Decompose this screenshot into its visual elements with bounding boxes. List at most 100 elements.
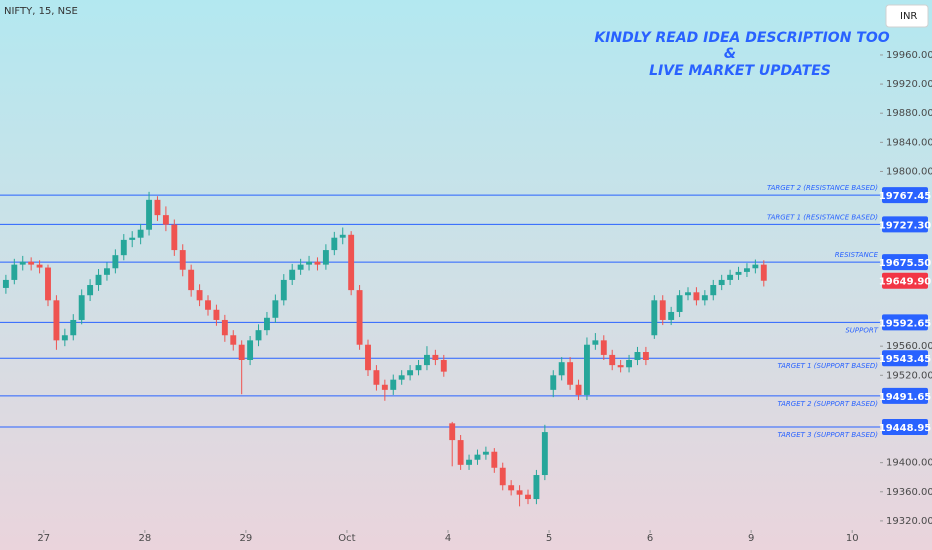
candle-body [381,384,388,390]
level-annotation: TARGET 2 (SUPPORT BASED) [777,400,878,408]
candle-body [676,295,683,312]
candle-body [735,271,742,275]
candle-body [516,490,523,495]
candle-body [162,215,169,225]
candle-body [247,340,254,361]
candle-body [491,451,498,468]
candle-body [550,375,557,390]
candle-body [600,340,607,355]
y-tick-label: 19880.00 [886,108,932,119]
candle-body [19,261,26,265]
level-tag-label: 19592.65 [879,318,932,329]
candle-body [272,300,279,318]
y-tick-label: 19800.00 [886,166,932,177]
candle-body [642,351,649,361]
level-tag-label: 19491.65 [879,392,932,403]
candle-body [339,234,346,238]
candle-body [626,360,632,368]
candle-body [482,451,489,455]
last-price-tag [882,272,928,289]
candle-body [558,362,565,376]
candle-body [744,268,750,272]
candle-body [457,440,464,465]
candle-body [356,290,363,345]
candle-body [365,344,371,371]
candle-body [45,267,51,301]
level-annotation: TARGET 1 (RESISTANCE BASED) [767,213,878,221]
candle-body [221,319,228,336]
y-tick-label: 19960.00 [886,50,932,61]
level-annotation: SUPPORT [845,326,878,334]
level-tag [882,216,928,233]
level-annotation: TARGET 2 (RESISTANCE BASED) [767,184,878,192]
y-tick-label: 19560.00 [886,341,932,352]
candle-body [289,269,296,280]
y-tick-label: 19320.00 [886,516,932,527]
candle-body [710,285,717,296]
level-tag [882,419,928,436]
level-tag-label: 19448.95 [879,423,932,434]
candle-body [466,459,472,465]
candle-body [541,432,548,476]
level-tag [882,350,928,367]
candle-body [104,268,110,275]
level-tag [882,187,928,204]
candle-body [727,274,734,280]
candle-body [760,264,767,281]
candle-body [314,261,321,265]
candle-body [474,454,481,460]
currency-button[interactable] [885,4,929,28]
candle-body [230,335,237,345]
x-tick-label: 5 [546,533,552,544]
candle-body [424,354,430,366]
candle-body [533,475,540,500]
candle-body [693,292,700,301]
candle-body [584,344,590,395]
candle-body [634,351,641,361]
level-tag [882,387,928,404]
candle-body [331,237,338,251]
candle-body [95,274,102,286]
x-tick-label: 10 [846,533,859,544]
candle-body [567,362,574,385]
candle-body [348,234,355,291]
candle-body [188,269,195,291]
candle-body [449,423,456,441]
candle-body [407,370,414,376]
x-tick-label: 27 [37,533,50,544]
candle-body [213,309,220,320]
candle-body [238,344,245,361]
candle-body [171,224,178,251]
candle-body [146,199,152,230]
level-tag [882,314,928,331]
candle-body [306,261,312,265]
y-tick-label: 19360.00 [886,487,932,498]
x-tick-label: 28 [138,533,151,544]
currency-label[interactable]: INR [900,11,917,22]
candle-body [609,354,616,366]
candle-body [264,317,270,331]
candle-body [61,335,68,341]
candle-body [415,365,422,371]
candle-body [617,365,624,368]
x-tick-label: 29 [240,533,253,544]
candle-body [685,292,691,296]
level-annotation: TARGET 3 (SUPPORT BASED) [777,431,878,439]
level-tag-label: 19727.30 [879,220,932,231]
candle-body [137,229,144,238]
candle-body [592,340,599,345]
x-tick-label: 6 [647,533,653,544]
candle-body [373,370,380,385]
candle-body [112,255,119,269]
level-tag-label: 19675.50 [879,258,932,269]
x-tick-label: Oct [338,533,355,544]
candle-body [432,354,439,361]
x-tick-label: 9 [748,533,754,544]
candle-body [297,264,304,270]
candle-body [280,279,287,301]
candle-body [659,300,666,320]
level-annotation: RESISTANCE [835,251,879,259]
y-tick-label: 19520.00 [886,370,932,381]
